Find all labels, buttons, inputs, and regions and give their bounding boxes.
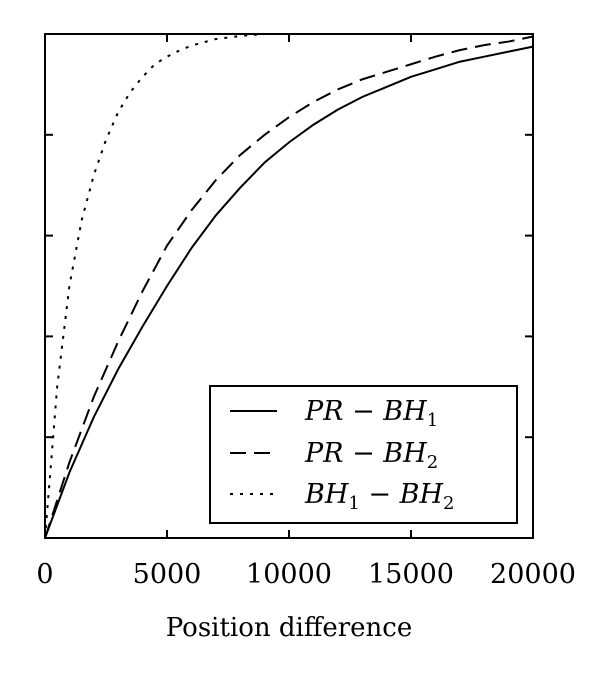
legend-label-2: PR − BH2 bbox=[304, 438, 438, 473]
legend-label-1: PR − BH1 bbox=[304, 396, 438, 431]
legend: PR − BH1 PR − BH2 BH1 − BH2 bbox=[209, 385, 518, 524]
x-tick-label: 5000 bbox=[133, 559, 202, 590]
x-tick-labels: 0 5000 10000 15000 20000 bbox=[36, 559, 576, 590]
x-tick-label: 15000 bbox=[368, 559, 454, 590]
legend-label-3: BH1 − BH2 bbox=[304, 479, 454, 514]
x-tick-label: 10000 bbox=[246, 559, 332, 590]
x-axis-label: Position difference bbox=[166, 613, 413, 643]
axis-ticks bbox=[45, 34, 533, 538]
legend-box bbox=[209, 385, 518, 524]
series-line-2 bbox=[44, 35, 534, 539]
series-line-1 bbox=[44, 45, 534, 539]
x-tick-label: 0 bbox=[36, 559, 53, 590]
x-tick-label: 20000 bbox=[490, 559, 576, 590]
